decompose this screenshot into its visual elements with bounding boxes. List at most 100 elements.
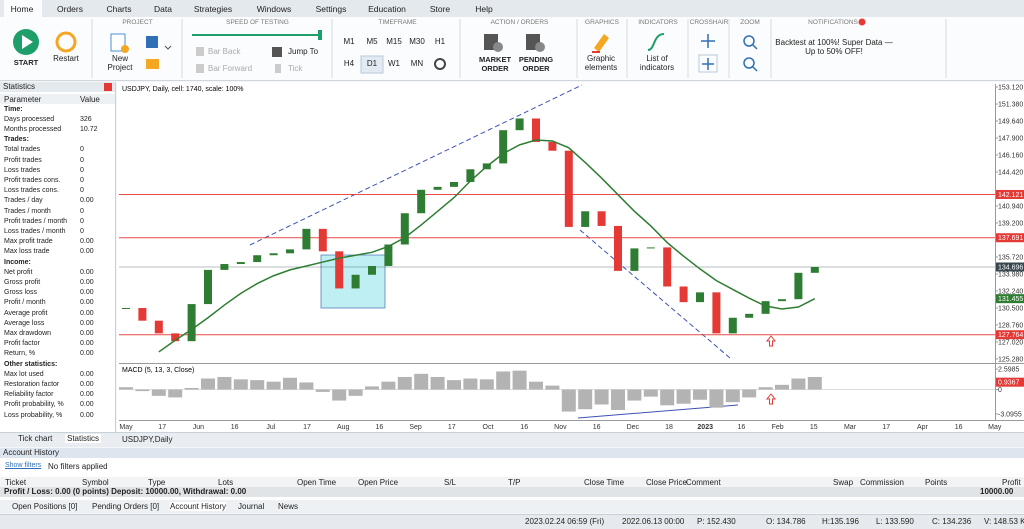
indicators-icon[interactable] (647, 33, 665, 51)
chart-title: USDJPY, Daily, cell: 1740, scale: 100% (122, 86, 244, 93)
bottom-tab[interactable]: Open Positions [0] (12, 502, 78, 511)
restart-icon[interactable] (55, 31, 77, 53)
candle (745, 313, 754, 318)
chart-tab[interactable]: USDJPY,Daily (122, 435, 173, 444)
stat-value: 0.00 (80, 289, 94, 297)
settings-icon[interactable] (434, 58, 446, 70)
candle (122, 307, 130, 309)
macd-bar (709, 389, 724, 408)
panel-header (0, 82, 115, 92)
statistics-panel (0, 82, 116, 432)
start-button[interactable]: START (13, 58, 39, 67)
folder-icon[interactable] (146, 59, 159, 69)
indicators-button[interactable]: List of indicators (639, 54, 675, 72)
pencil-icon[interactable] (594, 34, 609, 52)
new-project-icon[interactable] (110, 33, 126, 52)
column-header: T/P (508, 478, 521, 487)
jump-to-button[interactable]: Jump To (288, 47, 319, 56)
column-header: Profit (1002, 478, 1021, 487)
macd-bar (414, 373, 429, 390)
x-tick-label: 2023 (697, 424, 713, 431)
x-tick-label: Dec (627, 424, 640, 431)
menu-tab[interactable]: Strategies (193, 4, 233, 14)
graphic-elements-button[interactable]: Graphic elements (584, 54, 618, 72)
close-button[interactable] (104, 83, 112, 91)
timeframe-button[interactable]: H1 (434, 37, 446, 46)
menu-tab[interactable]: Settings (315, 4, 347, 14)
candle (138, 307, 147, 321)
macd-bar (791, 378, 806, 390)
timeframe-button[interactable]: M30 (409, 37, 425, 46)
macd-bar (594, 389, 609, 405)
candle (614, 225, 622, 271)
menu-tab[interactable]: Orders (57, 4, 83, 14)
x-tick-label: 16 (520, 424, 528, 431)
x-tick-label: Mar (844, 424, 857, 431)
bottom-tab[interactable]: Account History (170, 502, 227, 511)
bar-forward-button[interactable]: Bar Forward (208, 64, 253, 73)
show-filters-link[interactable]: Show filters (5, 462, 42, 469)
timeframe-button[interactable]: W1 (388, 59, 400, 68)
column-header: Swap (833, 478, 854, 487)
notification-text[interactable]: Backtest at 100%! Super Data — Up to 50%… (775, 38, 893, 56)
x-tick-label: Jul (266, 424, 275, 431)
restart-button[interactable]: Restart (53, 54, 79, 63)
stat-label: Average profit (4, 309, 48, 317)
pending-order-button[interactable]: PENDING ORDER (518, 55, 554, 73)
menu-tab[interactable]: Charts (106, 4, 132, 14)
stat-label: Restoration factor (4, 380, 60, 388)
timeframe-button[interactable]: M5 (366, 37, 378, 46)
candle (335, 251, 344, 289)
y-tick-label: 147.900 (998, 136, 1023, 143)
stat-value: 0.00 (80, 411, 94, 419)
column-header: Points (925, 478, 948, 487)
panel-tab[interactable]: Statistics (65, 434, 102, 443)
macd-bar (151, 389, 166, 396)
candle (351, 274, 360, 289)
timeframe-button[interactable]: M1 (343, 37, 355, 46)
tick-button[interactable]: Tick (288, 64, 303, 73)
x-tick-label: 16 (955, 424, 963, 431)
market-order-button[interactable]: MARKET ORDER (478, 55, 512, 73)
moving-average (158, 139, 816, 353)
macd-bar (496, 371, 511, 390)
bottom-tab-bar (0, 500, 1024, 513)
candle (400, 213, 409, 245)
menu-tab[interactable]: Education (368, 4, 406, 14)
column-header: Symbol (82, 478, 109, 487)
candle (679, 286, 688, 303)
macd-bar (545, 385, 560, 390)
x-tick-label: Feb (772, 424, 784, 431)
column-header: S/L (444, 478, 457, 487)
menu-tab[interactable]: Data (154, 4, 172, 14)
macd-bar (283, 377, 297, 390)
panel-tab[interactable]: Tick chart (18, 434, 53, 443)
save-icon[interactable] (146, 36, 158, 48)
stat-label: Profit factor (4, 340, 40, 348)
menu-tab[interactable]: Windows (256, 4, 292, 14)
candle (286, 249, 294, 254)
bottom-tab[interactable]: Journal (238, 502, 265, 511)
timeframe-button[interactable]: M15 (386, 37, 402, 46)
bar-back-button[interactable]: Bar Back (208, 47, 241, 56)
stat-value: 0.00 (80, 380, 94, 388)
y-tick-label: 0 (998, 387, 1002, 394)
new-project-button[interactable]: New Project (107, 54, 133, 72)
column-header: Open Time (297, 478, 337, 487)
bottom-tab[interactable]: Pending Orders [0] (92, 502, 160, 511)
menu-tab[interactable]: Help (475, 4, 493, 14)
x-tick-label: 17 (303, 424, 311, 431)
timeframe-button[interactable]: H4 (343, 59, 355, 68)
menu-tab[interactable]: Home (10, 4, 34, 14)
stat-label: Loss trades (4, 166, 41, 174)
timeframe-button[interactable]: D1 (366, 59, 378, 68)
stat-label: Gross profit (4, 278, 41, 286)
bottom-tab[interactable]: News (278, 502, 299, 511)
column-header: Commission (860, 478, 905, 487)
timeframe-button[interactable]: MN (410, 59, 424, 68)
candle (466, 169, 475, 182)
stat-value: 326 (80, 115, 92, 123)
arrow-marker (765, 335, 777, 347)
menu-tab[interactable]: Store (429, 4, 451, 14)
